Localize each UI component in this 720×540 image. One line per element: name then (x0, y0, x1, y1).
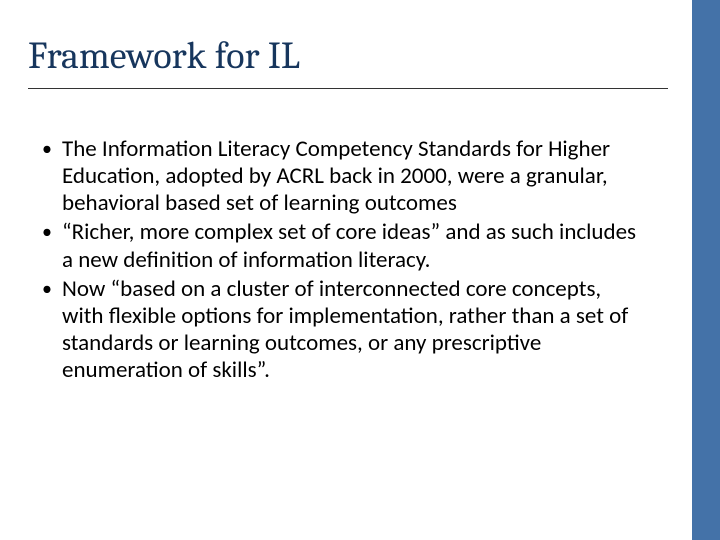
body-content: The Information Literacy Competency Stan… (40, 136, 645, 386)
list-item: “Richer, more complex set of core ideas”… (40, 219, 645, 273)
title-region: Framework for IL (28, 36, 672, 89)
list-item: Now “based on a cluster of interconnecte… (40, 276, 645, 385)
slide-title: Framework for IL (28, 36, 672, 86)
title-underline (28, 88, 668, 89)
side-accent-bar (692, 0, 720, 540)
bullet-list: The Information Literacy Competency Stan… (40, 136, 645, 384)
list-item: The Information Literacy Competency Stan… (40, 136, 645, 217)
